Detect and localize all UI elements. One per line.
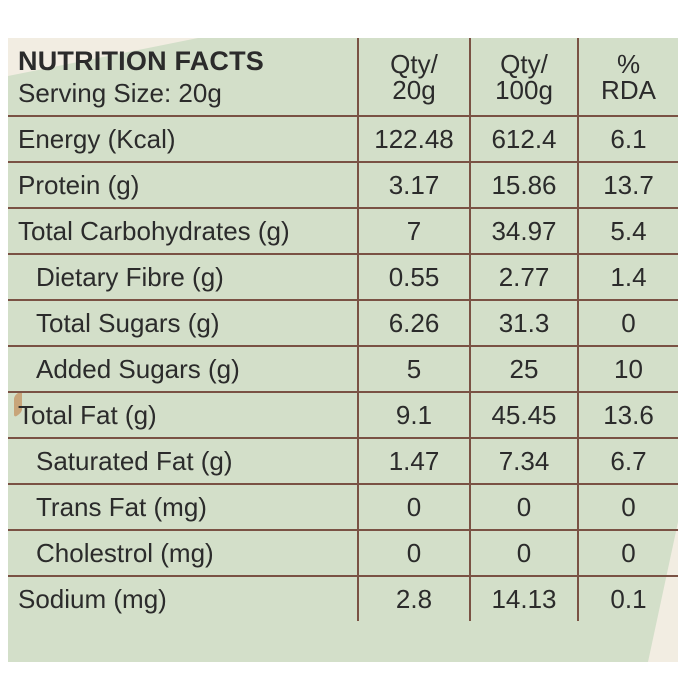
rda-value: 13.6 xyxy=(577,391,678,439)
rda-value: 6.7 xyxy=(577,437,678,485)
qty-20g-value: 5 xyxy=(357,345,471,393)
qty-100g-value: 2.77 xyxy=(469,253,579,301)
column-header-line: 20g xyxy=(392,74,436,105)
rda-value: 0.1 xyxy=(577,575,678,621)
nutrient-label: Sodium (mg) xyxy=(8,575,359,621)
qty-20g-value: 7 xyxy=(357,207,471,255)
header-title-cell: NUTRITION FACTS Serving Size: 20g xyxy=(8,38,359,117)
qty-20g-value: 9.1 xyxy=(357,391,471,439)
table-row: Total Carbohydrates (g) 7 34.97 5.4 xyxy=(8,207,678,255)
serving-size: Serving Size: 20g xyxy=(18,77,222,108)
column-header-line: % xyxy=(616,48,641,79)
nutrient-label: Total Carbohydrates (g) xyxy=(8,207,359,255)
table-row: Cholestrol (mg) 0 0 0 xyxy=(8,529,678,577)
table-title: NUTRITION FACTS xyxy=(18,45,264,76)
table-row: Added Sugars (g) 5 25 10 xyxy=(8,345,678,393)
table-row: Dietary Fibre (g) 0.55 2.77 1.4 xyxy=(8,253,678,301)
qty-100g-value: 25 xyxy=(469,345,579,393)
nutrient-label: Protein (g) xyxy=(8,161,359,209)
nutrient-label: Added Sugars (g) xyxy=(8,345,359,393)
qty-100g-value: 15.86 xyxy=(469,161,579,209)
nutrient-label: Total Fat (g) xyxy=(8,391,359,439)
qty-100g-value: 7.34 xyxy=(469,437,579,485)
column-header-line: RDA xyxy=(601,74,656,105)
qty-100g-value: 31.3 xyxy=(469,299,579,347)
qty-20g-value: 2.8 xyxy=(357,575,471,621)
rda-value: 13.7 xyxy=(577,161,678,209)
rda-value: 0 xyxy=(577,529,678,577)
column-header-qty-20g: Qty/ 20g xyxy=(357,38,471,117)
qty-100g-value: 45.45 xyxy=(469,391,579,439)
table-header-row: NUTRITION FACTS Serving Size: 20g Qty/ 2… xyxy=(8,38,678,117)
column-header-line: Qty/ xyxy=(500,48,548,79)
qty-20g-value: 3.17 xyxy=(357,161,471,209)
rda-value: 1.4 xyxy=(577,253,678,301)
qty-100g-value: 34.97 xyxy=(469,207,579,255)
column-header-line: Qty/ xyxy=(390,48,438,79)
nutrient-label: Total Sugars (g) xyxy=(8,299,359,347)
rda-value: 5.4 xyxy=(577,207,678,255)
nutrient-label: Energy (Kcal) xyxy=(8,115,359,163)
table-row: Energy (Kcal) 122.48 612.4 6.1 xyxy=(8,115,678,163)
rda-value: 0 xyxy=(577,299,678,347)
rda-value: 0 xyxy=(577,483,678,531)
table-row: Saturated Fat (g) 1.47 7.34 6.7 xyxy=(8,437,678,485)
nutrient-label: Trans Fat (mg) xyxy=(8,483,359,531)
qty-100g-value: 612.4 xyxy=(469,115,579,163)
table-row: Sodium (mg) 2.8 14.13 0.1 xyxy=(8,575,678,621)
nutrient-label: Cholestrol (mg) xyxy=(8,529,359,577)
qty-100g-value: 14.13 xyxy=(469,575,579,621)
qty-20g-value: 122.48 xyxy=(357,115,471,163)
qty-20g-value: 0 xyxy=(357,529,471,577)
nutrition-facts-table: NUTRITION FACTS Serving Size: 20g Qty/ 2… xyxy=(8,38,678,621)
column-header-line: 100g xyxy=(495,74,553,105)
qty-100g-value: 0 xyxy=(469,483,579,531)
table-row: Total Sugars (g) 6.26 31.3 0 xyxy=(8,299,678,347)
qty-100g-value: 0 xyxy=(469,529,579,577)
table-row: Protein (g) 3.17 15.86 13.7 xyxy=(8,161,678,209)
qty-20g-value: 1.47 xyxy=(357,437,471,485)
qty-20g-value: 0 xyxy=(357,483,471,531)
nutrient-label: Saturated Fat (g) xyxy=(8,437,359,485)
rda-value: 10 xyxy=(577,345,678,393)
table-row: Trans Fat (mg) 0 0 0 xyxy=(8,483,678,531)
rda-value: 6.1 xyxy=(577,115,678,163)
table-row: Total Fat (g) 9.1 45.45 13.6 xyxy=(8,391,678,439)
qty-20g-value: 0.55 xyxy=(357,253,471,301)
nutrient-label: Dietary Fibre (g) xyxy=(8,253,359,301)
column-header-qty-100g: Qty/ 100g xyxy=(469,38,579,117)
column-header-rda: % RDA xyxy=(577,38,678,117)
qty-20g-value: 6.26 xyxy=(357,299,471,347)
